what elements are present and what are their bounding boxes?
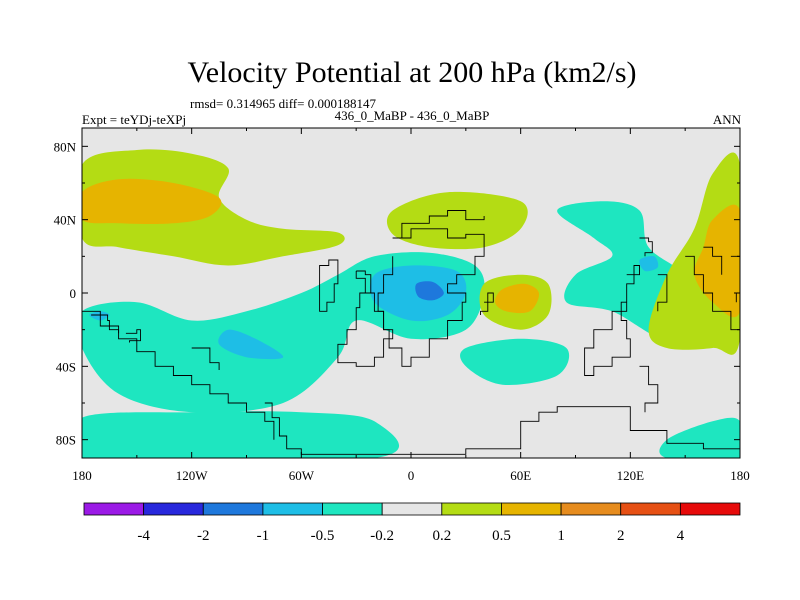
colorbar-label: -4 [137,528,150,544]
coastline-15 [703,246,723,275]
x-axis: 180 120W 60W 0 60E 120E 180 [72,128,750,483]
y-tick-label: 80N [54,139,77,154]
contour-region-14 [694,204,740,318]
y-tick-label: 40N [54,213,77,228]
coastline-3 [191,347,220,370]
colorbar-swatch [620,502,681,516]
colorbar-swatch [441,502,502,516]
colorbar-swatch [143,502,204,516]
colorbar-label: 4 [677,528,685,544]
contour-region-12 [460,338,570,385]
contour-region-4 [415,281,444,301]
y-axis: 80N 40N 0 40S 80S [54,139,740,448]
colorbar-swatch [202,502,264,516]
coastline-10 [584,265,640,376]
coastline-14 [685,255,740,348]
colorbar-label: 0.5 [492,528,511,544]
experiment-label: Expt = teYDj-teXPj [82,112,186,127]
colorbar-swatch [560,502,622,516]
coastline-0 [82,310,275,440]
colorbar-label: -2 [197,528,210,544]
coastline-group [82,210,740,455]
x-tick-label: 60E [510,468,531,483]
coastline-1 [91,314,120,334]
colorbar-label: -0.2 [370,528,394,544]
coastline-13 [657,274,668,312]
period-label: ANN [713,112,742,127]
coastline-12 [639,237,653,257]
colorbar-label: -1 [257,528,270,544]
coastline-2 [125,329,141,343]
contour-region-9 [495,283,540,314]
coastline-16 [730,255,740,303]
coastline-4 [264,402,740,455]
x-tick-label: 180 [72,468,92,483]
colorbar-swatch [83,502,145,516]
x-tick-label: 120W [176,468,209,483]
contour-region-16 [659,417,740,458]
coastline-7 [377,228,485,367]
y-tick-label: 0 [70,286,77,301]
x-tick-label: 60W [289,468,315,483]
colorbar-swatch [679,502,741,516]
x-tick-label: 120E [617,468,645,483]
colorbar-swatch [501,502,562,516]
contour-region-6 [218,329,284,360]
coastline-8 [392,210,485,239]
x-tick-label: 0 [408,468,415,483]
colorbar-label: -0.5 [311,528,335,544]
colorbar-label: 1 [557,528,565,544]
coastline-11 [639,365,659,413]
colorbar: -4 -2 -1 -0.5 -0.2 0.2 0.5 1 2 4 [83,502,741,544]
coastline-6 [337,270,394,367]
colorbar-swatch [381,502,443,516]
x-tick-label: 180 [730,468,750,483]
coastline-5 [319,259,339,312]
coastline-9 [480,292,494,315]
contour-region-1 [82,178,222,225]
contour-region-5 [89,311,110,321]
plot-area: 180 120W 60W 0 60E 120E 180 80N 40N 0 40S 80S [54,127,750,483]
comparison-label: 436_0_MaBP - 436_0_MaBP [335,108,490,123]
y-tick-label: 80S [56,433,76,448]
contour-region-7 [386,191,528,250]
colorbar-swatch [322,502,383,516]
contour-fill-group [82,149,740,458]
colorbar-swatch [262,502,323,516]
y-tick-label: 40S [56,359,76,374]
stats-label: rmsd= 0.314965 diff= 0.000188147 [190,96,376,111]
contour-region-15 [82,411,400,458]
colorbar-label: 2 [617,528,625,544]
colorbar-label: 0.2 [432,528,451,544]
chart-title: Velocity Potential at 200 hPa (km2/s) [187,56,636,89]
contour-region-11 [639,255,659,272]
